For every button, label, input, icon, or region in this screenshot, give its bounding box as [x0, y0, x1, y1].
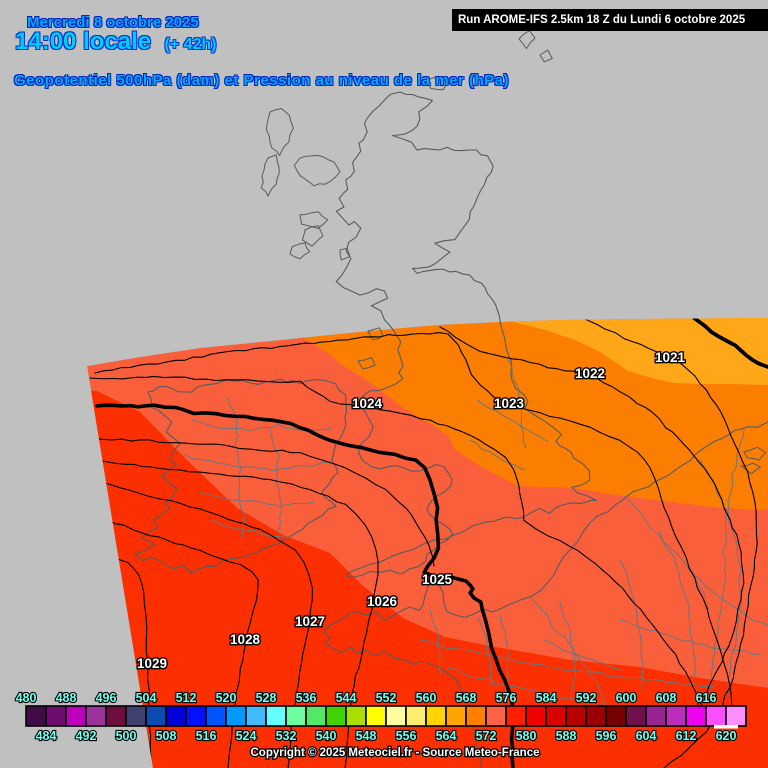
- svg-text:528: 528: [256, 691, 277, 705]
- svg-text:1021: 1021: [655, 350, 686, 365]
- svg-text:612: 612: [676, 729, 697, 743]
- svg-text:1024: 1024: [352, 396, 383, 411]
- svg-text:540: 540: [316, 729, 337, 743]
- svg-text:560: 560: [416, 691, 437, 705]
- svg-text:588: 588: [556, 729, 577, 743]
- svg-text:500: 500: [116, 729, 137, 743]
- svg-text:552: 552: [376, 691, 397, 705]
- svg-text:516: 516: [196, 729, 217, 743]
- svg-text:532: 532: [276, 729, 297, 743]
- svg-text:1025: 1025: [422, 572, 453, 587]
- svg-text:1029: 1029: [137, 656, 167, 671]
- svg-text:512: 512: [176, 691, 197, 705]
- svg-text:520: 520: [216, 691, 237, 705]
- svg-text:488: 488: [56, 691, 77, 705]
- svg-text:484: 484: [36, 729, 57, 743]
- svg-text:556: 556: [396, 729, 417, 743]
- svg-text:568: 568: [456, 691, 477, 705]
- svg-text:580: 580: [516, 729, 537, 743]
- svg-text:1022: 1022: [575, 366, 605, 381]
- svg-text:524: 524: [236, 729, 257, 743]
- svg-text:604: 604: [636, 729, 657, 743]
- svg-text:496: 496: [96, 691, 117, 705]
- svg-text:596: 596: [596, 729, 617, 743]
- svg-text:544: 544: [336, 691, 357, 705]
- svg-text:564: 564: [436, 729, 457, 743]
- svg-text:1026: 1026: [367, 594, 398, 609]
- svg-text:1027: 1027: [295, 614, 325, 629]
- svg-text:1023: 1023: [494, 396, 525, 411]
- svg-text:572: 572: [476, 729, 497, 743]
- svg-text:1028: 1028: [230, 632, 261, 647]
- svg-text:576: 576: [496, 691, 517, 705]
- svg-text:548: 548: [356, 729, 377, 743]
- svg-text:584: 584: [536, 691, 557, 705]
- svg-text:536: 536: [296, 691, 317, 705]
- svg-text:Copyright © 2025 Meteociel.fr: Copyright © 2025 Meteociel.fr - Source M…: [250, 747, 539, 759]
- svg-text:504: 504: [136, 691, 157, 705]
- svg-text:608: 608: [656, 691, 677, 705]
- svg-text:600: 600: [616, 691, 637, 705]
- svg-text:592: 592: [576, 691, 597, 705]
- svg-text:480: 480: [16, 691, 37, 705]
- svg-text:492: 492: [76, 729, 97, 743]
- svg-text:616: 616: [696, 691, 717, 705]
- svg-text:620: 620: [716, 729, 737, 743]
- svg-text:508: 508: [156, 729, 177, 743]
